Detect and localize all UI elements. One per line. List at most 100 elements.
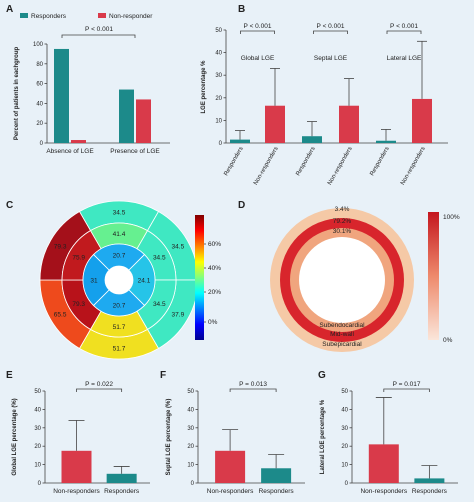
d-colorbar-label: 0%: [443, 337, 453, 344]
c-inner-value: 20.7: [113, 253, 126, 260]
panel-letter-e: E: [6, 370, 13, 381]
c-mid-value: 51.7: [113, 324, 126, 331]
panel-letter-b: B: [238, 4, 245, 15]
b-bar: [230, 139, 250, 143]
a-significance-bracket: [61, 34, 136, 38]
e-x-tick-label: Non-responders: [53, 488, 100, 495]
g-y-axis-label: Lateral LGE percentage %: [320, 399, 326, 474]
b-group-label: Lateral LGE: [387, 55, 422, 62]
a-legend-label: Non-responder: [109, 13, 153, 20]
g-y-tick-label: 10: [341, 463, 348, 469]
a-x-tick-label: Presence of LGE: [110, 148, 160, 155]
g-bar: [414, 478, 445, 483]
b-x-tick-label: Responders: [223, 146, 244, 177]
g-y-tick-label: 40: [341, 407, 348, 413]
a-y-tick-label: 100: [33, 42, 44, 48]
a-y-tick-label: 0: [40, 141, 44, 147]
e-bar: [61, 450, 92, 483]
b-y-tick-label: 20: [215, 96, 222, 102]
f-bar: [215, 450, 246, 483]
c-mid-value: 34.5: [153, 254, 166, 261]
f-x-tick-label: Responders: [259, 488, 295, 495]
d-subepicardial-value: 30.1%: [333, 228, 352, 235]
b-y-tick-label: 50: [215, 28, 222, 34]
b-y-tick-label: 0: [219, 141, 223, 147]
c-mid-value: 75.9: [72, 254, 85, 261]
e-significance-bracket: [76, 388, 123, 392]
b-y-tick-label: 10: [215, 118, 222, 124]
panel-letter-g: G: [318, 370, 326, 381]
b-bar: [376, 140, 396, 143]
b-x-tick-label: Responders: [295, 146, 316, 177]
c-inner-value: 24.1: [138, 278, 151, 285]
c-inner-value: 31: [90, 278, 98, 285]
panel-letter-c: C: [6, 200, 13, 211]
g-x-tick-label: Responders: [412, 488, 448, 495]
e-bar: [106, 473, 137, 483]
b-bar: [339, 105, 359, 143]
f-x-tick-label: Non-responders: [207, 488, 254, 495]
d-subendocardial-label: Subendocardial: [319, 322, 365, 329]
c-outer-value: 65.5: [54, 312, 67, 319]
a-y-tick-label: 80: [36, 62, 43, 68]
e-y-tick-label: 0: [38, 481, 42, 487]
a-y-tick-label: 60: [36, 82, 43, 88]
e-y-tick-label: 50: [34, 389, 41, 395]
g-x-tick-label: Non-responders: [360, 488, 407, 495]
c-mid-value: 41.4: [113, 231, 126, 238]
e-y-axis-label: Global LGE percentage (%): [12, 398, 18, 475]
a-x-tick-label: Absence of LGE: [46, 148, 94, 155]
a-legend-swatch: [98, 13, 106, 18]
d-colorbar: [428, 212, 439, 340]
e-y-tick-label: 40: [34, 407, 41, 413]
b-p-value: P < 0.001: [390, 23, 418, 30]
e-y-tick-label: 10: [34, 463, 41, 469]
e-p-value: P = 0.022: [85, 381, 113, 388]
d-subendocardial-value: 3.4%: [335, 206, 350, 213]
g-y-tick-label: 30: [341, 426, 348, 432]
a-y-tick-label: 40: [36, 101, 43, 107]
panel-letter-f: F: [160, 370, 166, 381]
f-y-tick-label: 10: [187, 463, 194, 469]
b-x-tick-label: Non-responders: [253, 146, 280, 186]
c-inner-value: 20.7: [113, 303, 126, 310]
b-group-label: Septal LGE: [314, 55, 348, 62]
a-bar-responders: [54, 48, 69, 144]
g-y-tick-label: 0: [345, 481, 349, 487]
b-group-label: Global LGE: [241, 55, 275, 62]
f-p-value: P = 0.013: [239, 381, 267, 388]
panel-letter-a: A: [6, 4, 13, 15]
b-p-value: P < 0.001: [317, 23, 345, 30]
g-p-value: P = 0.017: [393, 381, 421, 388]
c-colorbar-label: 40%: [208, 265, 221, 272]
b-y-tick-label: 40: [215, 51, 222, 57]
c-outer-value: 34.5: [113, 210, 126, 217]
c-mid-value: 79.3: [72, 301, 85, 308]
d-colorbar-label: 100%: [443, 214, 460, 221]
f-y-tick-label: 30: [187, 426, 194, 432]
b-significance-bracket: [386, 30, 422, 34]
c-center-hole: [105, 266, 133, 294]
d-midwall-value: 79.2%: [333, 218, 352, 225]
f-bar: [261, 468, 292, 483]
c-colorbar-label: 0%: [208, 319, 218, 326]
g-y-tick-label: 20: [341, 444, 348, 450]
b-y-axis-label: LGE percentage %: [201, 60, 207, 114]
g-bar: [368, 444, 399, 483]
g-y-tick-label: 50: [341, 389, 348, 395]
a-bar-non-responder: [71, 140, 86, 143]
b-x-tick-label: Non-responders: [327, 146, 354, 186]
b-bar: [302, 136, 322, 143]
c-outer-value: 51.7: [113, 346, 126, 353]
f-significance-bracket: [229, 388, 277, 392]
b-significance-bracket: [240, 30, 275, 34]
a-y-tick-label: 20: [36, 121, 43, 127]
b-x-tick-label: Responders: [369, 146, 390, 177]
c-outer-value: 37.9: [172, 312, 185, 319]
d-subepicardial-label: Subepicardial: [322, 341, 362, 348]
c-colorbar-label: 20%: [208, 289, 221, 296]
b-bar: [265, 105, 285, 143]
b-p-value: P < 0.001: [244, 23, 272, 30]
c-outer-value: 79.3: [54, 244, 67, 251]
